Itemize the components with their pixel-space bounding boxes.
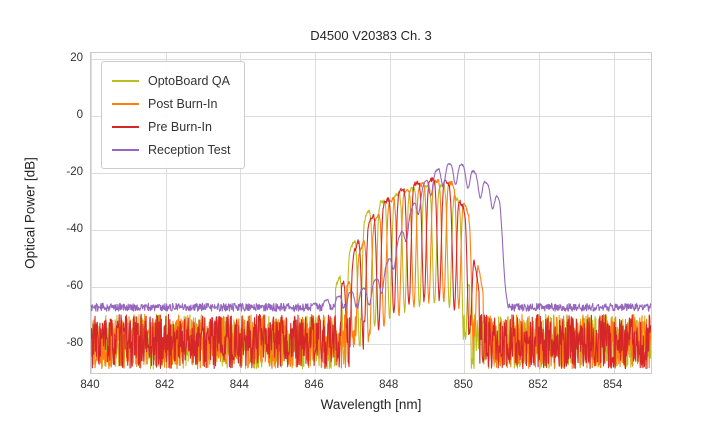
plot-area: OptoBoard QA Post Burn-In Pre Burn-In Re…	[90, 52, 652, 374]
legend-item: Post Burn-In	[112, 92, 230, 115]
y-axis-label: Optical Power [dB]	[22, 157, 38, 269]
x-axis-label: Wavelength [nm]	[320, 397, 422, 412]
legend-swatch-post-burn-in	[112, 102, 139, 105]
y-tick-label: -20	[66, 166, 83, 178]
legend-swatch-optoboard-qa	[112, 79, 139, 82]
legend-label: Reception Test	[148, 142, 231, 157]
legend-swatch-pre-burn-in	[112, 125, 139, 128]
legend-label: OptoBoard QA	[148, 73, 230, 88]
chart-title: D4500 V20383 Ch. 3	[310, 28, 432, 43]
y-tick-label: 20	[70, 51, 83, 64]
legend-item: OptoBoard QA	[112, 69, 230, 92]
x-tick-label: 842	[155, 379, 175, 391]
y-tick-label: -60	[66, 280, 83, 293]
x-tick-label: 840	[80, 379, 100, 391]
x-tick-label: 852	[528, 379, 548, 391]
legend: OptoBoard QA Post Burn-In Pre Burn-In Re…	[101, 61, 246, 169]
x-tick-label: 846	[304, 379, 324, 391]
legend-swatch-reception-test	[112, 148, 139, 151]
x-tick-label: 850	[453, 379, 473, 391]
legend-item: Pre Burn-In	[112, 115, 230, 138]
y-tick-label: -80	[66, 337, 83, 350]
legend-label: Pre Burn-In	[148, 119, 212, 134]
y-tick-label: -40	[66, 223, 83, 236]
x-tick-label: 854	[603, 379, 623, 391]
x-tick-label: 844	[229, 379, 249, 391]
y-tick-label: 0	[76, 108, 83, 121]
legend-label: Post Burn-In	[148, 96, 218, 111]
legend-item: Reception Test	[112, 138, 230, 161]
x-tick-label: 848	[379, 379, 399, 391]
